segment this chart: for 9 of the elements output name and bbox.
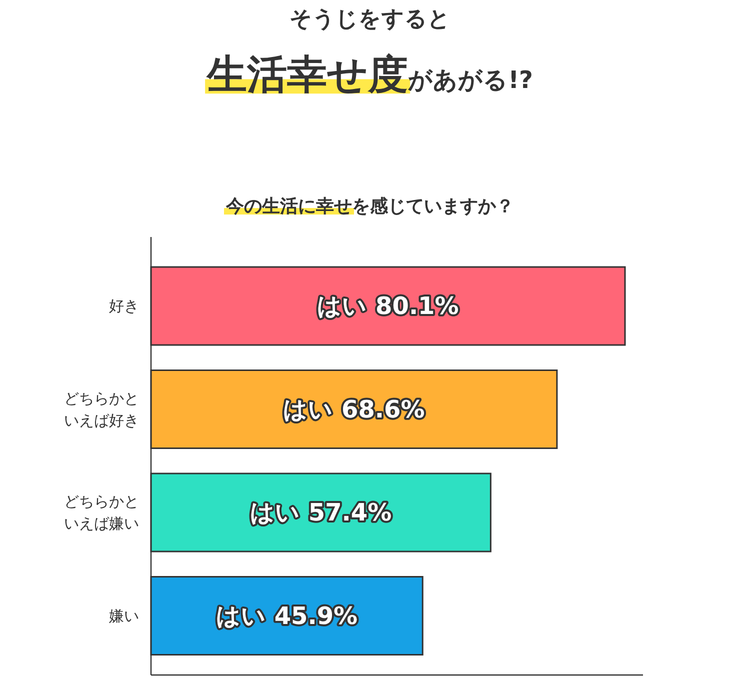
y-tick-label: どちらかといえば好き (64, 389, 139, 430)
data-label: はい 80.1% (317, 292, 459, 320)
data-label: はい 68.6% (283, 395, 425, 424)
y-tick-label: 好き (109, 297, 139, 315)
data-label: はい 45.9% (216, 602, 358, 630)
y-tick-label: 嫌い (109, 606, 139, 625)
y-tick-label: どちらかといえば嫌い (64, 492, 139, 532)
chart-title: そうじをすると (290, 7, 450, 32)
data-label: はい 57.4% (250, 498, 392, 526)
